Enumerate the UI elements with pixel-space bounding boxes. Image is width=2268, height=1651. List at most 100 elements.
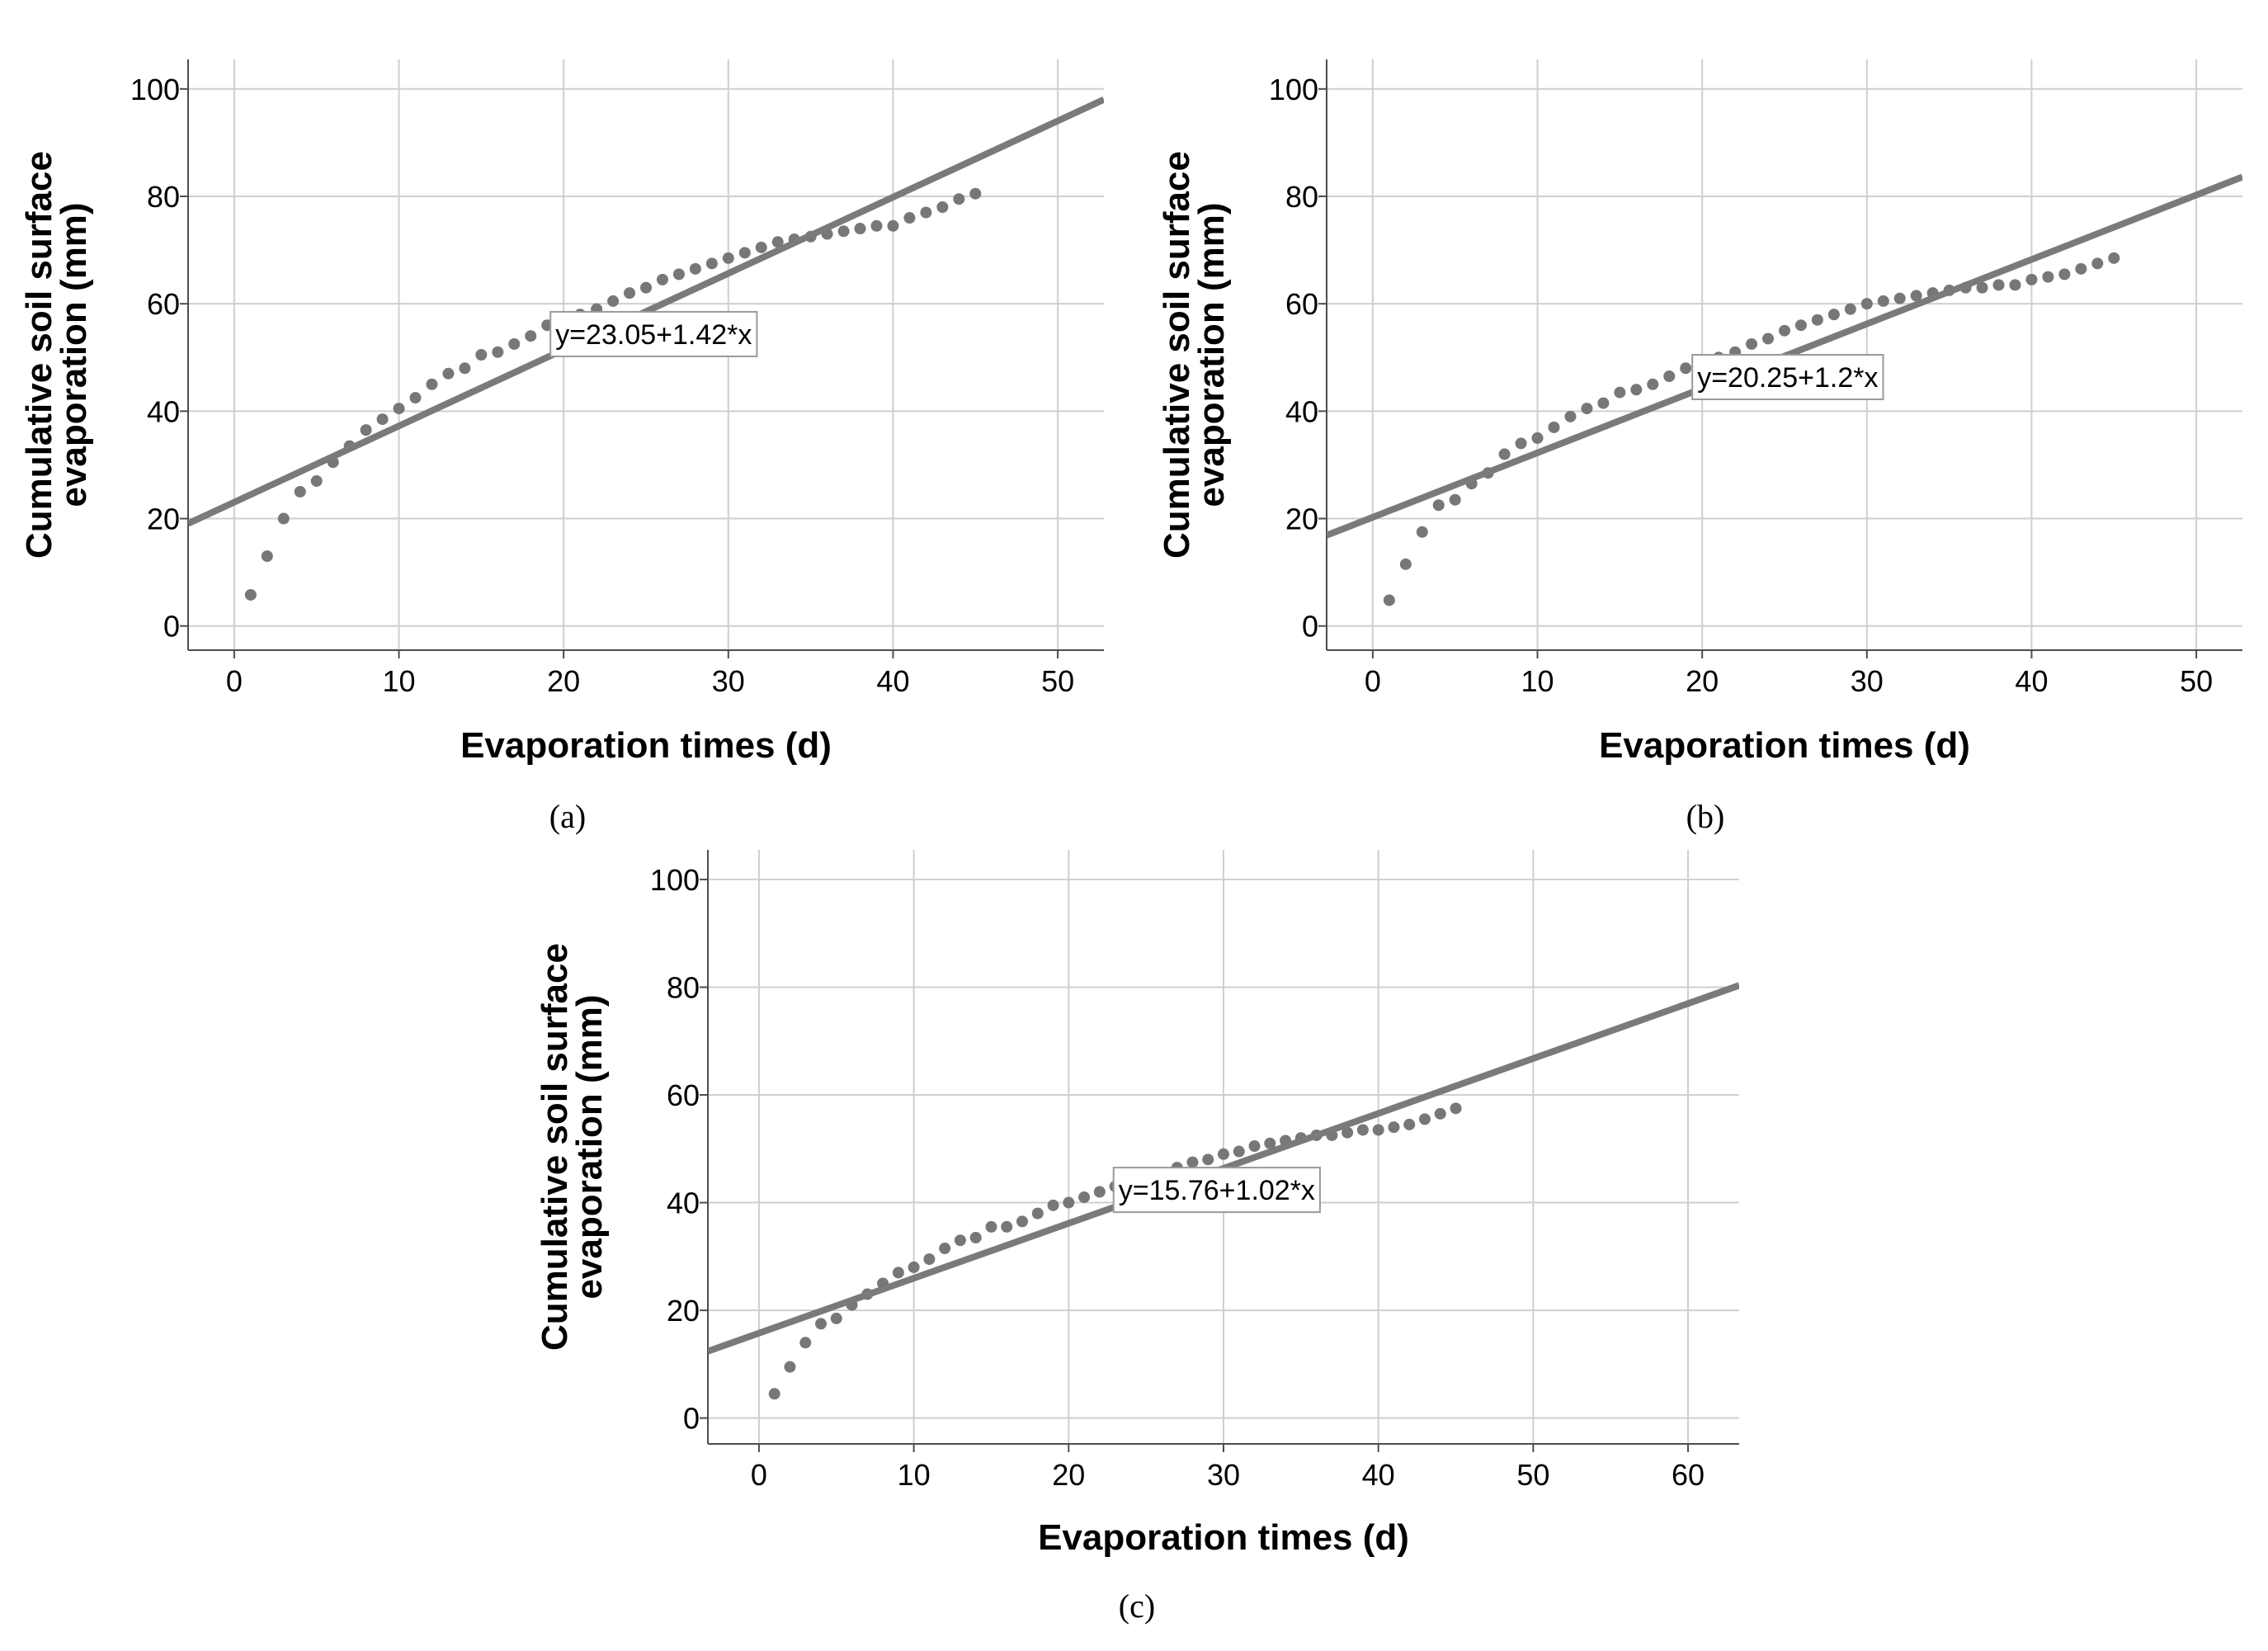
data-point (1614, 386, 1626, 399)
data-point (244, 588, 257, 601)
data-point (1663, 370, 1676, 383)
data-point (1399, 558, 1412, 570)
data-point (2108, 252, 2120, 264)
x-tick-label: 0 (751, 1458, 767, 1492)
data-point (1827, 309, 1840, 321)
data-point (508, 337, 521, 350)
data-point (1383, 594, 1395, 606)
data-point (442, 367, 455, 380)
data-point (475, 349, 488, 361)
panel-label-b: (b) (1686, 798, 1725, 835)
y-tick-label: 20 (1285, 502, 1318, 536)
equation-label: y=15.76+1.02*x (1119, 1175, 1315, 1206)
x-tick-label: 30 (1207, 1458, 1240, 1492)
y-tick-label: 40 (1285, 394, 1318, 428)
data-point (1031, 1207, 1044, 1219)
data-point (2091, 257, 2104, 270)
data-point (954, 1234, 966, 1247)
x-tick-label: 40 (876, 664, 909, 698)
data-point (1992, 279, 2005, 291)
data-point (459, 362, 471, 375)
data-point (426, 378, 438, 390)
y-tick-label: 0 (683, 1402, 700, 1436)
y-tick-label: 80 (1285, 180, 1318, 214)
data-point (1093, 1186, 1106, 1198)
data-point (1233, 1145, 1245, 1158)
data-point (624, 287, 636, 300)
y-axis-title-line: evaporation (mm) (54, 202, 94, 507)
data-point (1264, 1137, 1276, 1149)
data-point (837, 225, 850, 238)
data-point (1450, 1102, 1462, 1115)
y-tick-label: 100 (650, 863, 700, 897)
x-tick-label: 40 (2015, 664, 2048, 698)
data-point (277, 512, 290, 525)
equation-label: y=20.25+1.2*x (1697, 362, 1878, 394)
data-point (969, 187, 982, 200)
data-point (953, 193, 965, 205)
y-tick-label: 60 (147, 287, 180, 321)
x-tick-label: 10 (383, 664, 416, 698)
y-axis-title-line: Cumulative soil surface (1157, 151, 1197, 559)
x-tick-label: 10 (1521, 664, 1554, 698)
data-point (1432, 499, 1445, 512)
x-tick-label: 20 (1052, 1458, 1085, 1492)
y-tick-label: 0 (1302, 610, 1318, 644)
data-point (1564, 410, 1577, 422)
equation-box (1112, 1167, 1321, 1214)
data-point (1630, 384, 1643, 396)
data-point (640, 281, 652, 294)
data-point (1434, 1107, 1446, 1120)
data-point (409, 392, 422, 404)
data-point (705, 257, 718, 270)
chart-panel-c: 0 10 20 30 40 50 60 0 20 40 60 80 100 y=15.76+1.02*x E… (535, 850, 1739, 1558)
data-point (755, 241, 767, 253)
data-point (376, 413, 389, 426)
equation-label: y=23.05+1.42*x (555, 319, 752, 351)
y-tick-label: 80 (667, 970, 700, 1004)
data-point (854, 223, 866, 235)
data-point (1341, 1126, 1354, 1139)
data-point (923, 1253, 936, 1266)
data-point (1202, 1153, 1214, 1166)
data-point (985, 1220, 997, 1233)
data-point (1218, 1148, 1229, 1160)
data-point (1910, 290, 1922, 302)
panel-label-c: (c) (1119, 1587, 1155, 1625)
y-axis-title: Cumulative soil surfaceevaporation (mm) (1157, 151, 1232, 559)
data-point (799, 1337, 812, 1349)
data-point (1078, 1191, 1091, 1204)
x-tick-label: 50 (1041, 664, 1074, 698)
data-point (1047, 1199, 1059, 1211)
x-tick-label: 10 (898, 1458, 931, 1492)
data-point (1001, 1220, 1013, 1233)
x-tick-label: 40 (1362, 1458, 1395, 1492)
chart-panel-a: 0 10 20 30 40 50 0 20 40 60 80 100 y=23.05+1.42*x Eva… (19, 59, 1104, 766)
data-point (1186, 1156, 1199, 1168)
y-axis-title-line: Cumulative soil surface (19, 151, 59, 559)
data-point (908, 1261, 920, 1273)
data-point (1531, 432, 1544, 444)
data-point (1779, 324, 1790, 337)
data-point (1372, 1124, 1384, 1136)
x-tick-label: 30 (712, 664, 745, 698)
x-tick-label: 0 (226, 664, 243, 698)
data-point (1388, 1121, 1400, 1134)
data-point (492, 346, 504, 358)
data-point (261, 550, 273, 563)
equation-box (549, 310, 758, 357)
data-point (892, 1267, 904, 1279)
x-tick-label: 50 (2180, 664, 2213, 698)
data-point (771, 236, 784, 248)
data-point (672, 268, 685, 281)
y-tick-label: 40 (147, 394, 180, 428)
data-point (1597, 397, 1610, 409)
data-point (656, 273, 668, 285)
data-point (1844, 303, 1856, 315)
y-tick-label: 20 (667, 1294, 700, 1328)
data-point (1893, 292, 1906, 304)
y-tick-label: 80 (147, 180, 180, 214)
data-point (939, 1243, 951, 1255)
data-point (1680, 362, 1692, 375)
data-point (722, 252, 734, 264)
